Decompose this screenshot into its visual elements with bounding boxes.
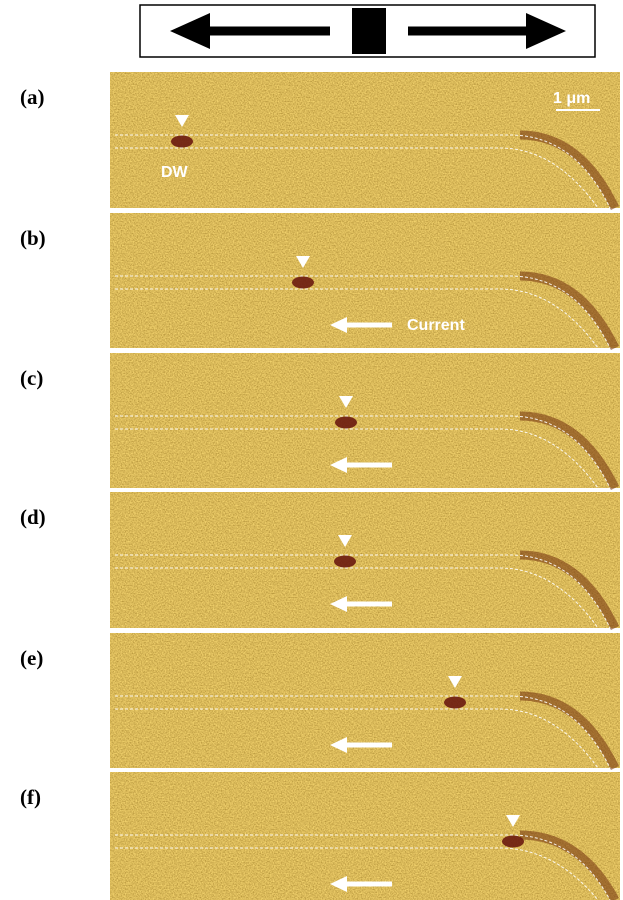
domain-wall	[335, 417, 357, 429]
panel-label: (f)	[20, 785, 41, 809]
current-label: Current	[407, 317, 465, 334]
page: {"scale_bar": "1 μm", "panels": [ {"labe…	[0, 0, 623, 900]
mfm-panel: (e)	[20, 633, 620, 768]
panel-label: (a)	[20, 85, 45, 109]
domain-wall	[502, 836, 524, 848]
domain-wall	[292, 277, 314, 289]
domain-wall	[334, 556, 356, 568]
mfm-panel: (d)	[20, 492, 620, 628]
domain-wall	[171, 136, 193, 148]
mfm-panel: (f)	[20, 772, 620, 900]
panel-label: (c)	[20, 366, 43, 390]
dw-label: DW	[161, 164, 189, 181]
mfm-panel: (c)	[20, 353, 620, 488]
mfm-panel: (b) Current	[20, 213, 620, 348]
panel-label: (e)	[20, 646, 43, 670]
figure: (a) DW 1 μm (b) Current (c) (d) (e) (f)	[0, 0, 623, 900]
panel-label: (b)	[20, 226, 46, 250]
current-direction-box	[140, 5, 595, 57]
scale-bar-label: 1 μm	[553, 90, 590, 107]
mfm-panel: (a) DW 1 μm	[20, 72, 620, 208]
panel-label: (d)	[20, 505, 46, 529]
domain-wall	[444, 697, 466, 709]
